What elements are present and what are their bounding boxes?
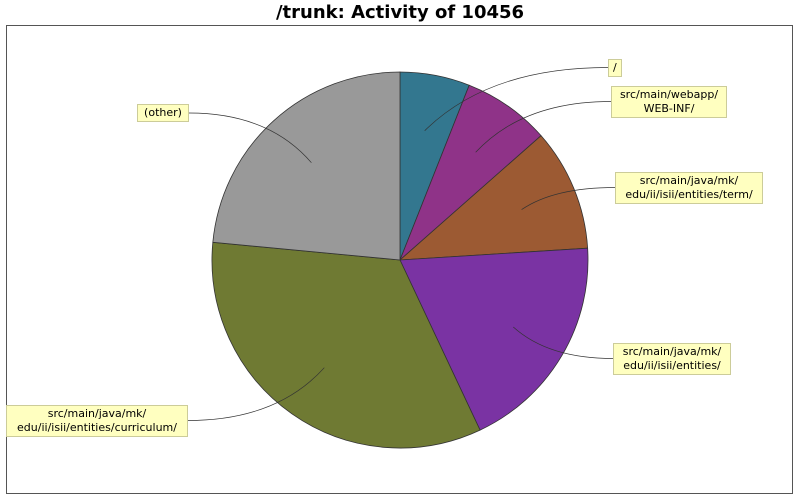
leader-line: [188, 112, 312, 163]
pie-slice: [211, 241, 481, 449]
leader-line: [424, 67, 609, 131]
leader-line: [187, 367, 325, 421]
slice-label: /: [608, 59, 622, 77]
slice-label: (other): [137, 104, 189, 122]
leader-line: [475, 101, 612, 153]
leader-line: [513, 326, 614, 359]
pie-slice: [212, 71, 401, 261]
slice-label: src/main/webapp/WEB-INF/: [611, 86, 727, 118]
chart-title: /trunk: Activity of 10456: [275, 2, 525, 23]
slice-label: src/main/java/mk/edu/ii/isii/entities/: [613, 343, 731, 375]
pie-slice: [399, 247, 589, 431]
plot-frame: [6, 25, 793, 494]
pie-slice: [398, 135, 589, 261]
slice-label: src/main/java/mk/edu/ii/isii/entities/cu…: [6, 405, 188, 437]
slice-label: src/main/java/mk/edu/ii/isii/entities/te…: [615, 172, 763, 204]
leader-line: [521, 187, 616, 210]
